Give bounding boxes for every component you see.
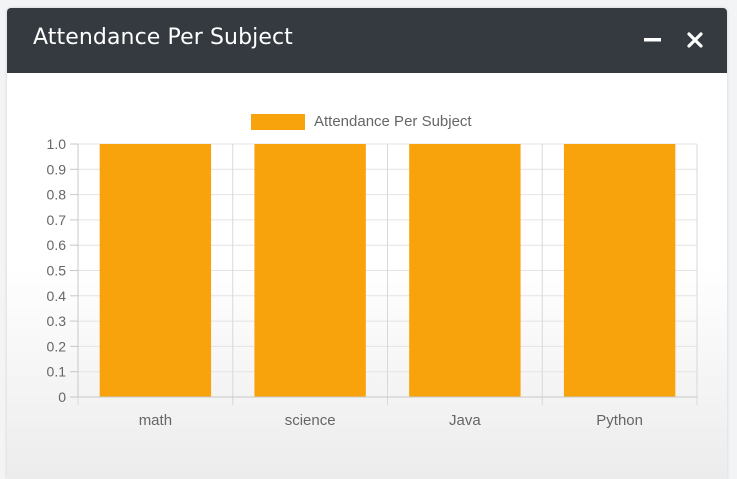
y-tick-label: 0.4 (47, 288, 67, 304)
legend-swatch (251, 114, 305, 130)
bars (99, 144, 676, 397)
x-tick-label: math (139, 412, 172, 429)
y-tick-label: 0.2 (47, 338, 67, 354)
y-tick-label: 0 (58, 389, 66, 405)
card-title: Attendance Per Subject (33, 25, 293, 50)
y-tick-label: 0.9 (47, 161, 67, 177)
y-tick-label: 0.6 (47, 237, 67, 253)
y-tick-label: 0.8 (47, 187, 67, 203)
legend-label: Attendance Per Subject (314, 113, 472, 130)
y-tick-label: 0.3 (47, 313, 67, 329)
x-tick-label: Python (596, 412, 643, 429)
legend[interactable]: Attendance Per Subject (251, 113, 472, 130)
x-tick-label: Java (449, 412, 481, 429)
x-tick-label: science (285, 412, 336, 429)
axes: 0 0.1 0.2 0.3 0.4 0.5 0.6 0.7 0.8 0.9 1.0 math scien… (47, 136, 697, 429)
close-icon (687, 32, 703, 48)
bar-java (409, 144, 521, 397)
bar-science (254, 144, 366, 397)
card-header: Attendance Per Subject (7, 8, 727, 73)
bar-math (99, 144, 212, 397)
close-button[interactable] (683, 26, 709, 54)
y-tick-label: 1.0 (47, 136, 67, 152)
y-tick-label: 0.7 (47, 212, 67, 228)
minimize-button[interactable] (640, 26, 666, 54)
y-tick-label: 0.5 (47, 263, 67, 279)
bar-python (563, 144, 676, 397)
y-tick-label: 0.1 (47, 364, 67, 380)
minus-icon (644, 38, 661, 42)
